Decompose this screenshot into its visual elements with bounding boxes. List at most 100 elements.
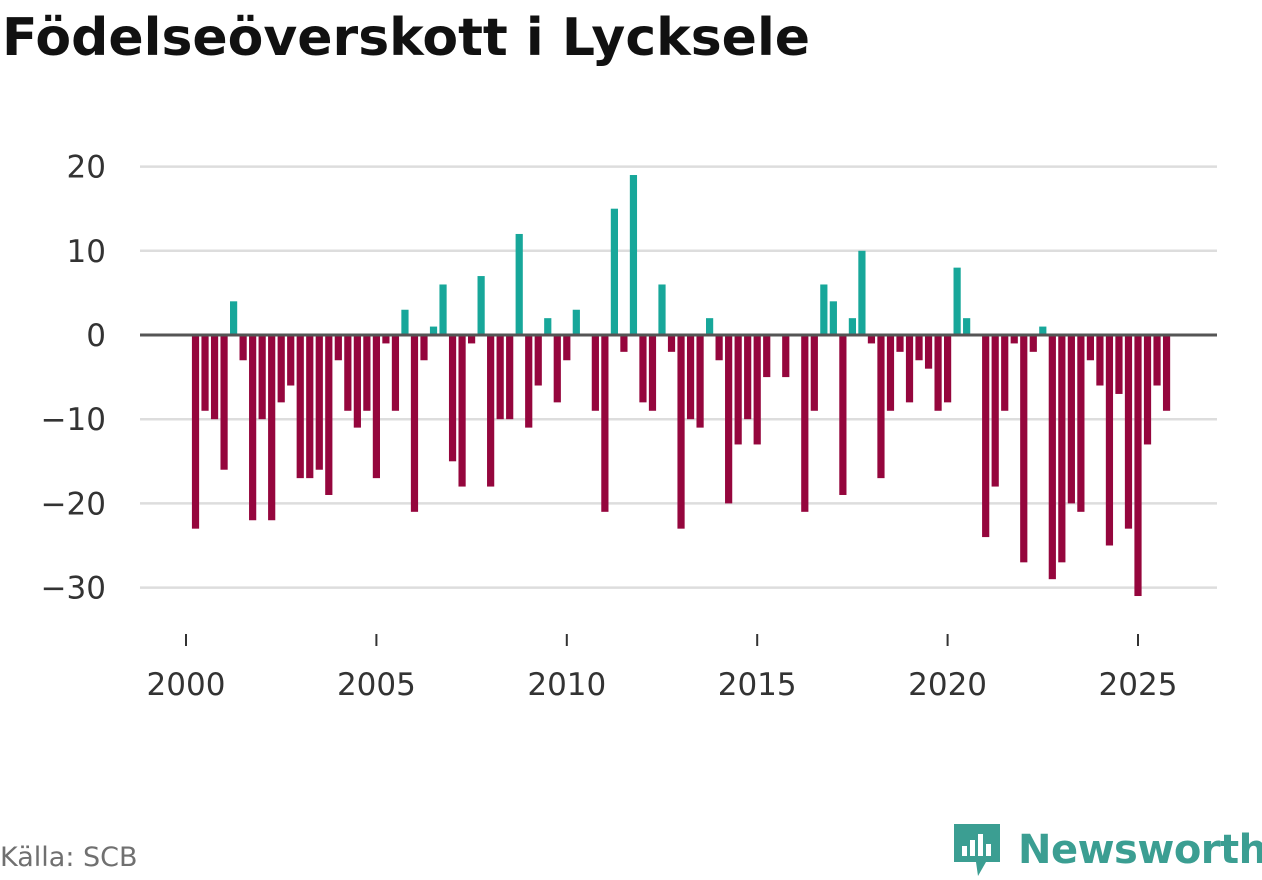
- y-tick-label: 10: [67, 234, 106, 270]
- bar: [848, 318, 856, 335]
- bar: [1010, 335, 1018, 344]
- y-tick-label: −20: [41, 486, 106, 522]
- bar: [353, 335, 361, 428]
- bar: [963, 318, 971, 335]
- bar: [944, 335, 952, 403]
- bar: [867, 335, 876, 344]
- bar: [658, 284, 666, 335]
- bar: [744, 335, 752, 420]
- bar: [534, 335, 542, 386]
- bar: [191, 335, 200, 529]
- y-tick-label: 0: [86, 318, 106, 354]
- bar: [924, 335, 933, 369]
- bar: [877, 335, 885, 479]
- bar: [1134, 335, 1142, 597]
- bar: [315, 335, 323, 470]
- x-tick-label: 2005: [337, 667, 416, 703]
- bar: [477, 276, 485, 335]
- bar: [487, 335, 495, 487]
- bar: [1077, 335, 1085, 512]
- bar: [1001, 335, 1009, 411]
- bar: [591, 335, 599, 411]
- x-axis: 2000 2005 2010 2015 2020 2025: [147, 634, 1178, 703]
- bar: [363, 335, 371, 411]
- bar: [572, 309, 580, 335]
- bar: [820, 284, 828, 335]
- bar: [620, 335, 628, 352]
- x-tick-label: 2015: [718, 667, 797, 703]
- bar: [1058, 335, 1066, 563]
- y-tick-label: −10: [41, 402, 106, 438]
- bar: [420, 335, 428, 361]
- bar: [334, 335, 342, 361]
- page-title: Födelseöverskott i Lycksele: [2, 8, 811, 68]
- bar: [991, 335, 999, 487]
- bar: [496, 335, 504, 420]
- bar: [382, 335, 390, 344]
- bar: [763, 335, 771, 378]
- bar: [1153, 335, 1161, 386]
- newsworthy-logo-icon: [954, 824, 1000, 876]
- y-tick-label: 20: [67, 150, 106, 186]
- bar: [201, 335, 209, 411]
- bar: [258, 335, 266, 420]
- bar: [439, 284, 447, 335]
- bar: [905, 335, 914, 403]
- bar: [239, 335, 247, 361]
- brand-logo: Newsworthy: [952, 820, 1262, 880]
- bar: [230, 301, 238, 335]
- bar: [639, 335, 647, 403]
- y-tick-label: −30: [41, 571, 106, 607]
- bar: [648, 335, 657, 411]
- x-tick-label: 2025: [1099, 667, 1178, 703]
- bar: [563, 335, 571, 361]
- bar: [677, 335, 685, 529]
- bars: [191, 175, 1171, 597]
- source-note: Källa: SCB: [0, 842, 138, 873]
- bar: [1048, 335, 1056, 580]
- bar: [1096, 335, 1104, 386]
- bar: [839, 335, 847, 495]
- bar: [344, 335, 352, 411]
- bar: [686, 335, 695, 420]
- bar: [1020, 335, 1028, 563]
- bar: [953, 267, 961, 335]
- bar: [515, 233, 523, 335]
- bar: [506, 335, 514, 420]
- bar: [1105, 335, 1114, 546]
- bar: [858, 250, 866, 335]
- bar: [1115, 335, 1123, 394]
- bar: [391, 335, 400, 411]
- bar: [696, 335, 704, 428]
- bar: [706, 318, 714, 335]
- bar: [667, 335, 676, 352]
- y-axis-labels: 20 10 0 −10 −20 −30: [41, 150, 106, 607]
- bar: [401, 309, 409, 335]
- bar: [629, 175, 638, 335]
- bar: [810, 335, 818, 411]
- bar: [1124, 335, 1133, 529]
- bar: [715, 335, 723, 361]
- brand-name: Newsworthy: [1018, 827, 1262, 873]
- bar: [1067, 335, 1075, 504]
- bar: [1162, 335, 1171, 411]
- bar: [915, 335, 923, 361]
- bar: [544, 318, 552, 335]
- bar: [601, 335, 609, 512]
- bar: [1029, 335, 1037, 352]
- bar: [277, 335, 285, 403]
- bar: [210, 335, 219, 420]
- bar: [725, 335, 733, 504]
- bar: [753, 335, 761, 445]
- x-tick-label: 2000: [147, 667, 226, 703]
- bar: [1143, 335, 1152, 445]
- bar: [934, 335, 942, 411]
- bar: [429, 326, 438, 335]
- bar: [1039, 326, 1047, 335]
- bar: [306, 335, 314, 479]
- bar: [325, 335, 333, 495]
- bar: [410, 335, 419, 512]
- bar: [268, 335, 276, 521]
- bar: [782, 335, 790, 378]
